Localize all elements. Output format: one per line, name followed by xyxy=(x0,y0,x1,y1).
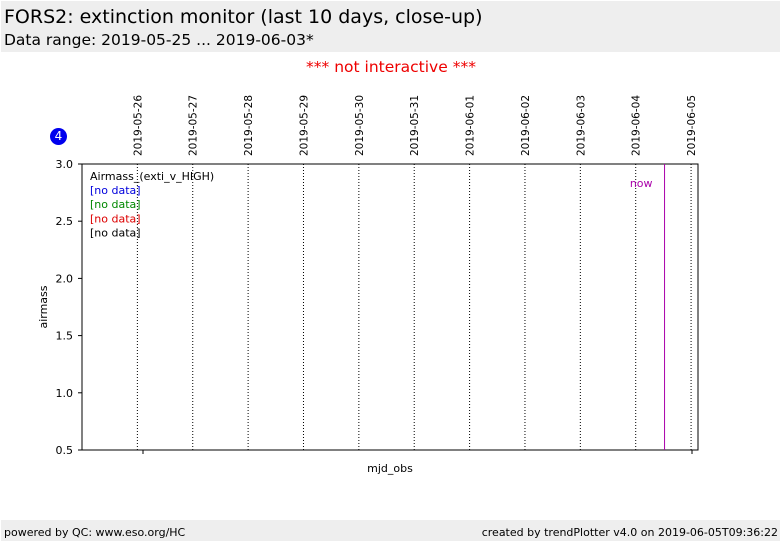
y-axis-label: airmass xyxy=(37,285,50,328)
x-date-tick-label: 2019-05-30 xyxy=(354,95,366,156)
x-date-tick-label: 2019-05-26 xyxy=(132,95,144,156)
y-tick-label: 2.5 xyxy=(56,215,74,228)
legend-entry: [no data] xyxy=(90,227,141,240)
x-date-tick-label: 2019-05-29 xyxy=(298,95,310,156)
legend-entry: [no data] xyxy=(90,212,141,225)
data-range-subtitle: Data range: 2019-05-25 ... 2019-06-03* xyxy=(4,31,314,49)
page-title: FORS2: extinction monitor (last 10 days,… xyxy=(4,6,483,28)
x-date-tick-label: 2019-06-05 xyxy=(686,95,698,156)
x-date-tick-label: 2019-05-28 xyxy=(243,95,255,156)
y-tick-label: 0.5 xyxy=(56,444,74,457)
x-date-tick-label: 2019-06-01 xyxy=(465,95,477,156)
x-date-tick-label: 2019-05-27 xyxy=(188,95,200,156)
y-tick-label: 1.5 xyxy=(56,330,74,343)
footer-bar: powered by QC: www.eso.org/HC created by… xyxy=(1,520,780,541)
not-interactive-notice: *** not interactive *** xyxy=(306,58,476,76)
now-marker-label: now xyxy=(630,177,653,190)
created-by-info: created by trendPlotter v4.0 on 2019-06-… xyxy=(481,526,778,539)
plot-frame xyxy=(81,163,699,451)
x-date-tick-label: 2019-06-02 xyxy=(520,95,532,156)
header-bar: FORS2: extinction monitor (last 10 days,… xyxy=(1,1,780,52)
x-date-tick-label: 2019-06-03 xyxy=(575,95,587,156)
y-tick-label: 1.0 xyxy=(56,387,74,400)
plot-number-badge: 4 xyxy=(50,128,67,145)
y-tick-label: 3.0 xyxy=(56,158,74,171)
legend-entry: [no data] xyxy=(90,198,141,211)
x-date-tick-label: 2019-06-04 xyxy=(631,95,643,156)
legend-title: Airmass_(exti_v_HIGH) xyxy=(90,170,214,183)
x-date-tick-label: 2019-05-31 xyxy=(409,95,421,156)
y-tick-label: 2.0 xyxy=(56,272,74,285)
powered-by-link[interactable]: powered by QC: www.eso.org/HC xyxy=(4,526,186,539)
legend-entry: [no data] xyxy=(90,184,141,197)
x-axis-label: mjd_obs xyxy=(367,462,413,475)
